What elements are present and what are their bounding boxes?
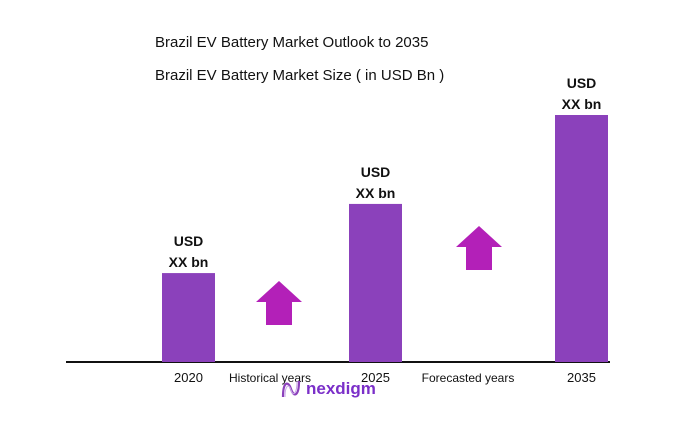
up-arrow-icon [256, 281, 302, 325]
chart-title: Brazil EV Battery Market Outlook to 2035 [155, 34, 429, 51]
annotation-label: Forecasted years [422, 371, 515, 385]
nexdigm-logo-icon [281, 380, 301, 398]
nexdigm-logo: nexdigm [280, 378, 376, 400]
chart-subtitle: Brazil EV Battery Market Size ( in USD B… [155, 67, 445, 84]
annotation-label: Historical years [229, 371, 311, 385]
bar-2020 [162, 273, 215, 362]
data-label: XX bn [356, 185, 396, 201]
data-label: XX bn [562, 96, 602, 112]
logo-text: nexdigm [306, 379, 376, 398]
x-tick-label: 2020 [174, 370, 203, 385]
data-label: USD [174, 233, 204, 249]
data-label: USD [361, 164, 391, 180]
x-tick-label: 2035 [567, 370, 596, 385]
data-label: USD [567, 75, 597, 91]
bar-2035 [555, 115, 608, 362]
x-tick-label: 2025 [361, 370, 390, 385]
data-label: XX bn [169, 254, 209, 270]
bar-2025 [349, 203, 402, 362]
up-arrow-icon [456, 226, 502, 270]
